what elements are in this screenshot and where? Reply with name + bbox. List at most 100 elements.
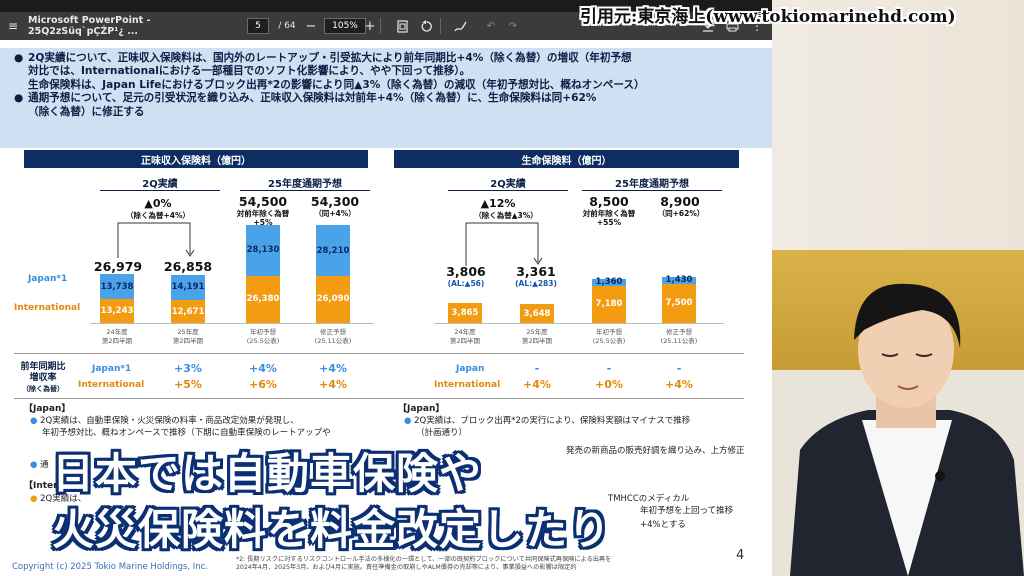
page-total: / 64 <box>278 21 296 31</box>
growth-value: +4% <box>523 378 551 391</box>
right-q2-change-note: （除く為替▲3%） <box>474 211 538 220</box>
page-number-input[interactable]: 5 <box>247 18 269 34</box>
document-title: Microsoft PowerPoint - 25Q2zSüq`pÇŹP¹¿ .… <box>28 15 151 37</box>
category-label: 年初予想 (25.5公表) <box>592 328 626 345</box>
bar-segment-japan: 14,191 <box>171 274 205 301</box>
source-credit: 引用元:東京海上(www.tokiomarinehd.com) <box>580 7 956 27</box>
draw-icon[interactable] <box>452 12 468 40</box>
growth-value: +4% <box>665 378 693 391</box>
bullet-icon: ● <box>14 92 24 105</box>
summary-line: 生命保険料は、Japan Lifeにおけるブロック出再*2の影響により同▲3%（… <box>28 78 645 91</box>
category-label: 24年度 第2四半期 <box>449 328 481 345</box>
bar-column: 13,738 13,243 <box>100 274 134 323</box>
slide-page-number: 4 <box>736 548 745 563</box>
copyright: Copyright (c) 2025 Tokio Marine Holdings… <box>12 562 209 572</box>
left-fy1-total: 54,500 <box>238 194 288 209</box>
growth-value: - <box>606 362 612 375</box>
bar-segment-japan: 28,130 <box>246 224 280 276</box>
growth-value: +4% <box>319 362 347 375</box>
right-q2-label: 2Q実績 <box>490 179 526 190</box>
summary-line: 2Q実績について、正味収入保険料は、国内外のレートアップ・引受拡大により前年同期… <box>28 52 632 64</box>
print-icon[interactable] <box>724 12 740 40</box>
right-q2a-total: 3,806 <box>446 264 486 279</box>
right-fy2-total: 8,900 <box>660 194 700 209</box>
summary-line: 通期予想について、足元の引受状況を織り込み、正味収入保険料は対前年+4%（除く為… <box>28 92 597 105</box>
right-chart-header: 生命保険料（億円） <box>394 150 739 168</box>
presenter-image <box>790 283 1024 576</box>
summary-line: （除く為替）に修正する <box>28 105 145 118</box>
bar-segment-international: 7,180 <box>592 285 626 323</box>
slide-page: ● 2Q実績について、正味収入保険料は、国内外のレートアップ・引受拡大により前年同… <box>0 40 772 576</box>
window-top-strip <box>0 0 772 12</box>
category-label: 修正予想 (25.11公表) <box>660 328 698 345</box>
growth-value: +4% <box>319 378 347 391</box>
right-fy1-total: 8,500 <box>589 194 629 209</box>
more-options-icon[interactable]: ⋮ <box>751 19 763 33</box>
right-al2: (AL:▲283) <box>515 279 557 288</box>
growth-value: +4% <box>249 362 277 375</box>
bar-segment-international: 13,243 <box>100 299 134 323</box>
bar-column: 1,430 7,500 <box>662 275 696 323</box>
menu-icon[interactable]: ≡ <box>7 19 19 33</box>
bullet-icon: ● <box>14 52 24 64</box>
redo-icon[interactable]: ↷ <box>508 20 518 32</box>
growth-value: +6% <box>249 378 277 391</box>
growth-label: 前年同期比 増収率 （除く為替） <box>20 362 66 393</box>
growth-value: +0% <box>595 378 623 391</box>
left-fy1-note: 対前年除く為替 +5% <box>236 209 290 227</box>
bar-segment-international: 7,500 <box>662 283 696 323</box>
bar-column: 3,648 <box>520 304 554 323</box>
bar-segment-international: 26,380 <box>246 275 280 323</box>
left-bullet: ● 通 <box>30 460 49 470</box>
right-fy1-note: 対前年除く為替 +55% <box>582 209 636 227</box>
bar-segment-international: 3,865 <box>448 302 482 323</box>
fit-page-icon[interactable] <box>394 12 410 40</box>
bar-segment-international: 3,648 <box>520 304 554 323</box>
bar-segment-international: 26,090 <box>316 276 350 323</box>
right-q2-change: ▲12% <box>480 197 516 210</box>
bar-segment-international: 12,671 <box>171 300 205 323</box>
left-q2-change-note: （除く為替+4%） <box>125 211 191 220</box>
undo-icon[interactable]: ↶ <box>486 20 496 32</box>
zoom-out-button[interactable]: − <box>305 18 317 34</box>
category-label: 25年度 第2四半期 <box>521 328 553 345</box>
legend-international: International <box>14 303 81 313</box>
summary-box: ● 2Q実績について、正味収入保険料は、国内外のレートアップ・引受拡大により前年同… <box>0 48 772 148</box>
bar-segment-japan: 28,210 <box>316 225 350 277</box>
bar-segment-japan: 13,738 <box>100 274 134 300</box>
right-bullet-cont: TMHCCのメディカル <box>608 494 690 504</box>
zoom-level-input[interactable]: 105% <box>324 18 366 34</box>
growth-value: - <box>676 362 682 375</box>
subtitle-line-1: 日本では自動車保険や <box>52 449 483 498</box>
bar-column: 3,865 <box>448 302 482 323</box>
category-label: 修正予想 (25.11公表) <box>314 328 352 345</box>
bar-column: 14,191 12,671 <box>171 274 205 323</box>
left-section-heading-2: 【Inter <box>24 481 58 491</box>
left-bullet: ● 2Q実績は、 <box>30 494 87 504</box>
rotate-icon[interactable] <box>418 12 434 40</box>
pdf-viewer: ≡ Microsoft PowerPoint - 25Q2zSüq`pÇŹP¹¿… <box>0 0 772 576</box>
left-fy2-total: 54,300 <box>310 194 360 209</box>
footnote: *2: 長期リスクに対するリスクコントロール手法の多様化の一環として、一部の既契… <box>236 556 612 571</box>
right-bullet-cont: （計画通り） <box>416 428 468 438</box>
left-bullet-cont: 年初予想対比、概ねオンペースで推移（下期に自動車保険のレートアップや <box>42 428 331 438</box>
bar-column: 28,210 26,090 <box>316 225 350 323</box>
summary-line: 対比では、Internationalにおける一部種目でのソフト化影響により、やや… <box>28 65 471 78</box>
growth-row-international: International <box>78 380 145 390</box>
left-q2-change: ▲0% <box>144 197 172 210</box>
category-label: 25年度 第2四半期 <box>172 328 204 345</box>
right-section-heading: 【Japan】 <box>398 404 445 414</box>
right-bullet-cont: +4%とする <box>640 520 686 530</box>
left-fy-label: 25年度通期予想 <box>268 179 342 190</box>
left-q2a-total: 26,979 <box>93 259 143 274</box>
bar-segment-japan: 1,430 <box>662 275 696 285</box>
right-fy2-note: （同+62%） <box>657 209 705 218</box>
download-icon[interactable] <box>700 12 716 40</box>
growth-row-japan-right: Japan <box>456 364 485 374</box>
growth-value: +3% <box>174 362 202 375</box>
left-chart-header: 正味収入保険料（億円） <box>24 150 368 168</box>
right-bullet-cont: 発売の新商品の販売好調を織り込み、上方修正 <box>566 446 745 456</box>
right-bullet-cont: 年初予想を上回って推移 <box>640 506 734 516</box>
zoom-in-button[interactable]: + <box>364 18 376 34</box>
right-bullet: ● 2Q実績は、ブロック出再*2の実行により、保険料実額はマイナスで推移 <box>404 416 691 426</box>
